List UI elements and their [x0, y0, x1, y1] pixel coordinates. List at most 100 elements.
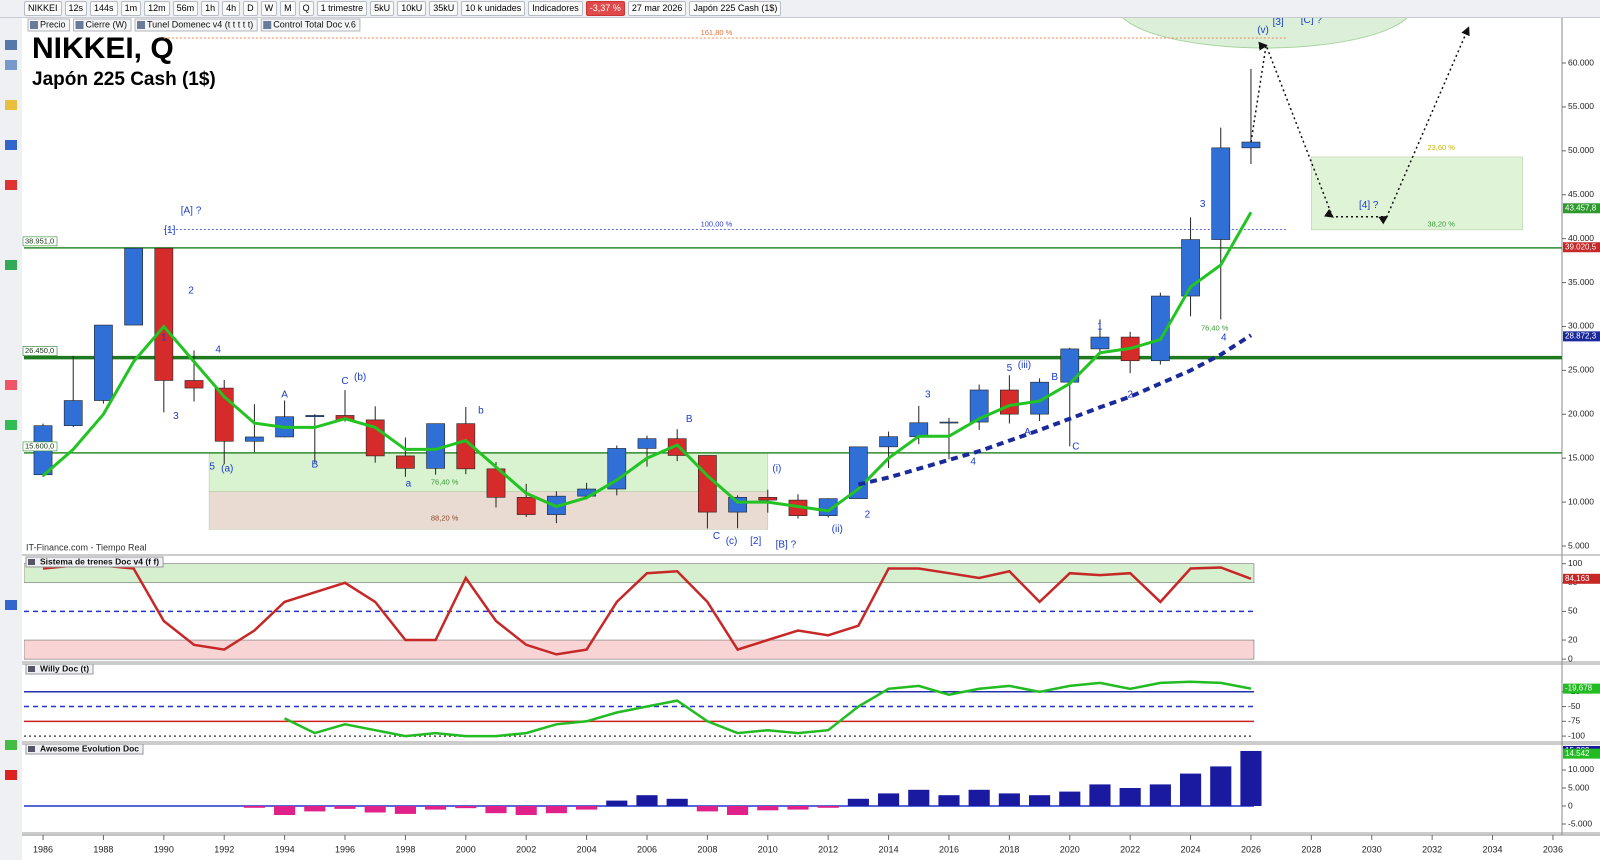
x-tick-label: 1988 [93, 844, 113, 854]
timeframe-button[interactable]: Q [298, 1, 314, 16]
panel-close [28, 559, 35, 565]
source: IT-Finance.com - Tiempo Real [26, 542, 147, 552]
overlay-item[interactable]: Control Total Doc v.6 [260, 18, 361, 32]
candle-body [184, 380, 204, 389]
level-label: 26.450,0 [25, 346, 54, 355]
fib-label: 88,20 % [431, 513, 459, 522]
indicators-button[interactable]: Indicadores [528, 1, 583, 16]
x-tick-label: 2016 [939, 844, 959, 854]
unit-select[interactable]: 10 k unidades [461, 1, 526, 16]
last-value-bg [1563, 683, 1600, 694]
wave-label: [2] [750, 536, 761, 547]
candle-body [305, 415, 325, 418]
timeframe-button[interactable]: 12s [64, 1, 88, 16]
overlay-item[interactable]: Precio [27, 18, 71, 32]
y-tick-label: 60.000 [1568, 57, 1594, 67]
last-value-bg [1563, 331, 1600, 342]
x-tick-label: 2020 [1060, 844, 1080, 854]
candle-body [456, 423, 476, 470]
x-tick-label: 1992 [214, 844, 234, 854]
last-value-bg [1563, 573, 1600, 584]
timeframe-button[interactable]: 12m [144, 1, 170, 16]
overlay-item[interactable]: Cierre (W) [73, 18, 132, 32]
candle-body [728, 496, 747, 513]
x-tick-label: 1998 [395, 844, 415, 854]
overlay-item[interactable]: Tunel Domenec v4 (t t t t t) [134, 18, 258, 32]
wave-label: (c) [726, 536, 738, 547]
wave-label: [C] ? [1301, 15, 1323, 26]
fib-label: 76,40 % [431, 478, 459, 487]
wave-label: b [478, 406, 484, 417]
unit-button[interactable]: 5kU [370, 1, 395, 16]
histogram-bar [334, 806, 356, 809]
overlay-check [30, 21, 38, 29]
timeframe-button[interactable]: 144s [90, 1, 118, 16]
unit-button[interactable]: 35kU [429, 1, 459, 16]
histogram-bar [787, 806, 809, 810]
x-tick-label: 2026 [1241, 844, 1261, 854]
wave-label: [4] ? [1359, 200, 1379, 211]
timeframe-button[interactable]: 4h [222, 1, 241, 16]
wave-label: 2 [1127, 389, 1133, 400]
overlay-check [263, 21, 272, 29]
fib-zone [1311, 156, 1524, 231]
last-value-label: 28.872,3 [1565, 331, 1597, 340]
sidebar [0, 18, 22, 860]
histogram-bar [394, 806, 416, 814]
fib-label: 23,60 % [1427, 143, 1455, 152]
histogram-bar [817, 806, 839, 808]
panel-title-box [25, 556, 164, 568]
histogram-bar [878, 793, 900, 807]
date-label[interactable]: 27 mar 2026 [627, 1, 687, 16]
candle-body [1211, 147, 1231, 240]
x-tick-label: 2028 [1301, 844, 1321, 854]
moving-average [857, 333, 1253, 487]
timeframe-button[interactable]: D [243, 1, 258, 16]
level-label: 38.951,0 [25, 236, 54, 245]
histogram-bar [425, 806, 447, 810]
panel-close [28, 666, 35, 672]
wave-label: 3 [173, 411, 179, 422]
candle-body [516, 497, 536, 515]
x-tick-label: 2034 [1483, 844, 1503, 854]
histogram-bar [666, 798, 688, 807]
panel [24, 680, 1254, 738]
timeframe-button[interactable]: 1m [120, 1, 142, 16]
wave-label: 3 [1200, 199, 1206, 210]
sidebar-tools[interactable] [5, 40, 17, 780]
unit-button[interactable]: 10kU [397, 1, 427, 16]
wave-label: 5 [1007, 363, 1013, 374]
histogram-bar [515, 806, 537, 816]
toolbar: NIKKEI 12s 144s 1m 12m 56m 1h 4h D W M Q 1 trimestre… [0, 0, 1600, 18]
y-tick-label: 45.000 [1568, 189, 1594, 199]
histogram-bar [1179, 773, 1202, 807]
y-tick-label: 10.000 [1568, 496, 1594, 506]
timeframe-button[interactable]: W [260, 1, 278, 16]
histogram-bar [243, 806, 265, 808]
instrument-label[interactable]: Japón 225 Cash (1$) [689, 1, 782, 16]
timeframe-button[interactable]: 56m [172, 1, 199, 16]
wave-label: 4 [970, 457, 976, 468]
timeframe-button[interactable]: M [280, 1, 296, 16]
timeframe-button[interactable]: 1h [201, 1, 220, 16]
wave-label: B [686, 414, 693, 425]
candle-body [607, 448, 627, 490]
panel [24, 563, 1255, 660]
candle-body [1090, 336, 1110, 350]
wave-label: (i) [772, 464, 781, 475]
wave-label: (v) [1257, 25, 1269, 36]
symbol-select[interactable]: NIKKEI [24, 1, 62, 16]
candle-body [1151, 295, 1170, 362]
period-select[interactable]: 1 trimestre [316, 1, 368, 16]
wave-label: (a) [221, 464, 233, 475]
panel [24, 37, 1562, 530]
x-tick-label: 2006 [637, 844, 657, 854]
change-badge[interactable]: -3,37 % [585, 1, 625, 16]
candle-body [94, 324, 113, 401]
last-value-label: -19,678 [1565, 684, 1593, 693]
fib-label: 100,00 % [701, 219, 733, 228]
panel-header: Willy Doc (t) [25, 663, 94, 675]
x-tick-label: 2002 [516, 844, 536, 854]
candle-body [909, 422, 929, 437]
